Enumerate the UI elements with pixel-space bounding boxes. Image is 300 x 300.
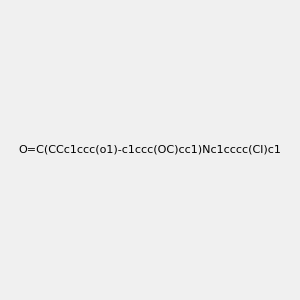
Text: O=C(CCc1ccc(o1)-c1ccc(OC)cc1)Nc1cccc(Cl)c1: O=C(CCc1ccc(o1)-c1ccc(OC)cc1)Nc1cccc(Cl)… [19, 145, 281, 155]
